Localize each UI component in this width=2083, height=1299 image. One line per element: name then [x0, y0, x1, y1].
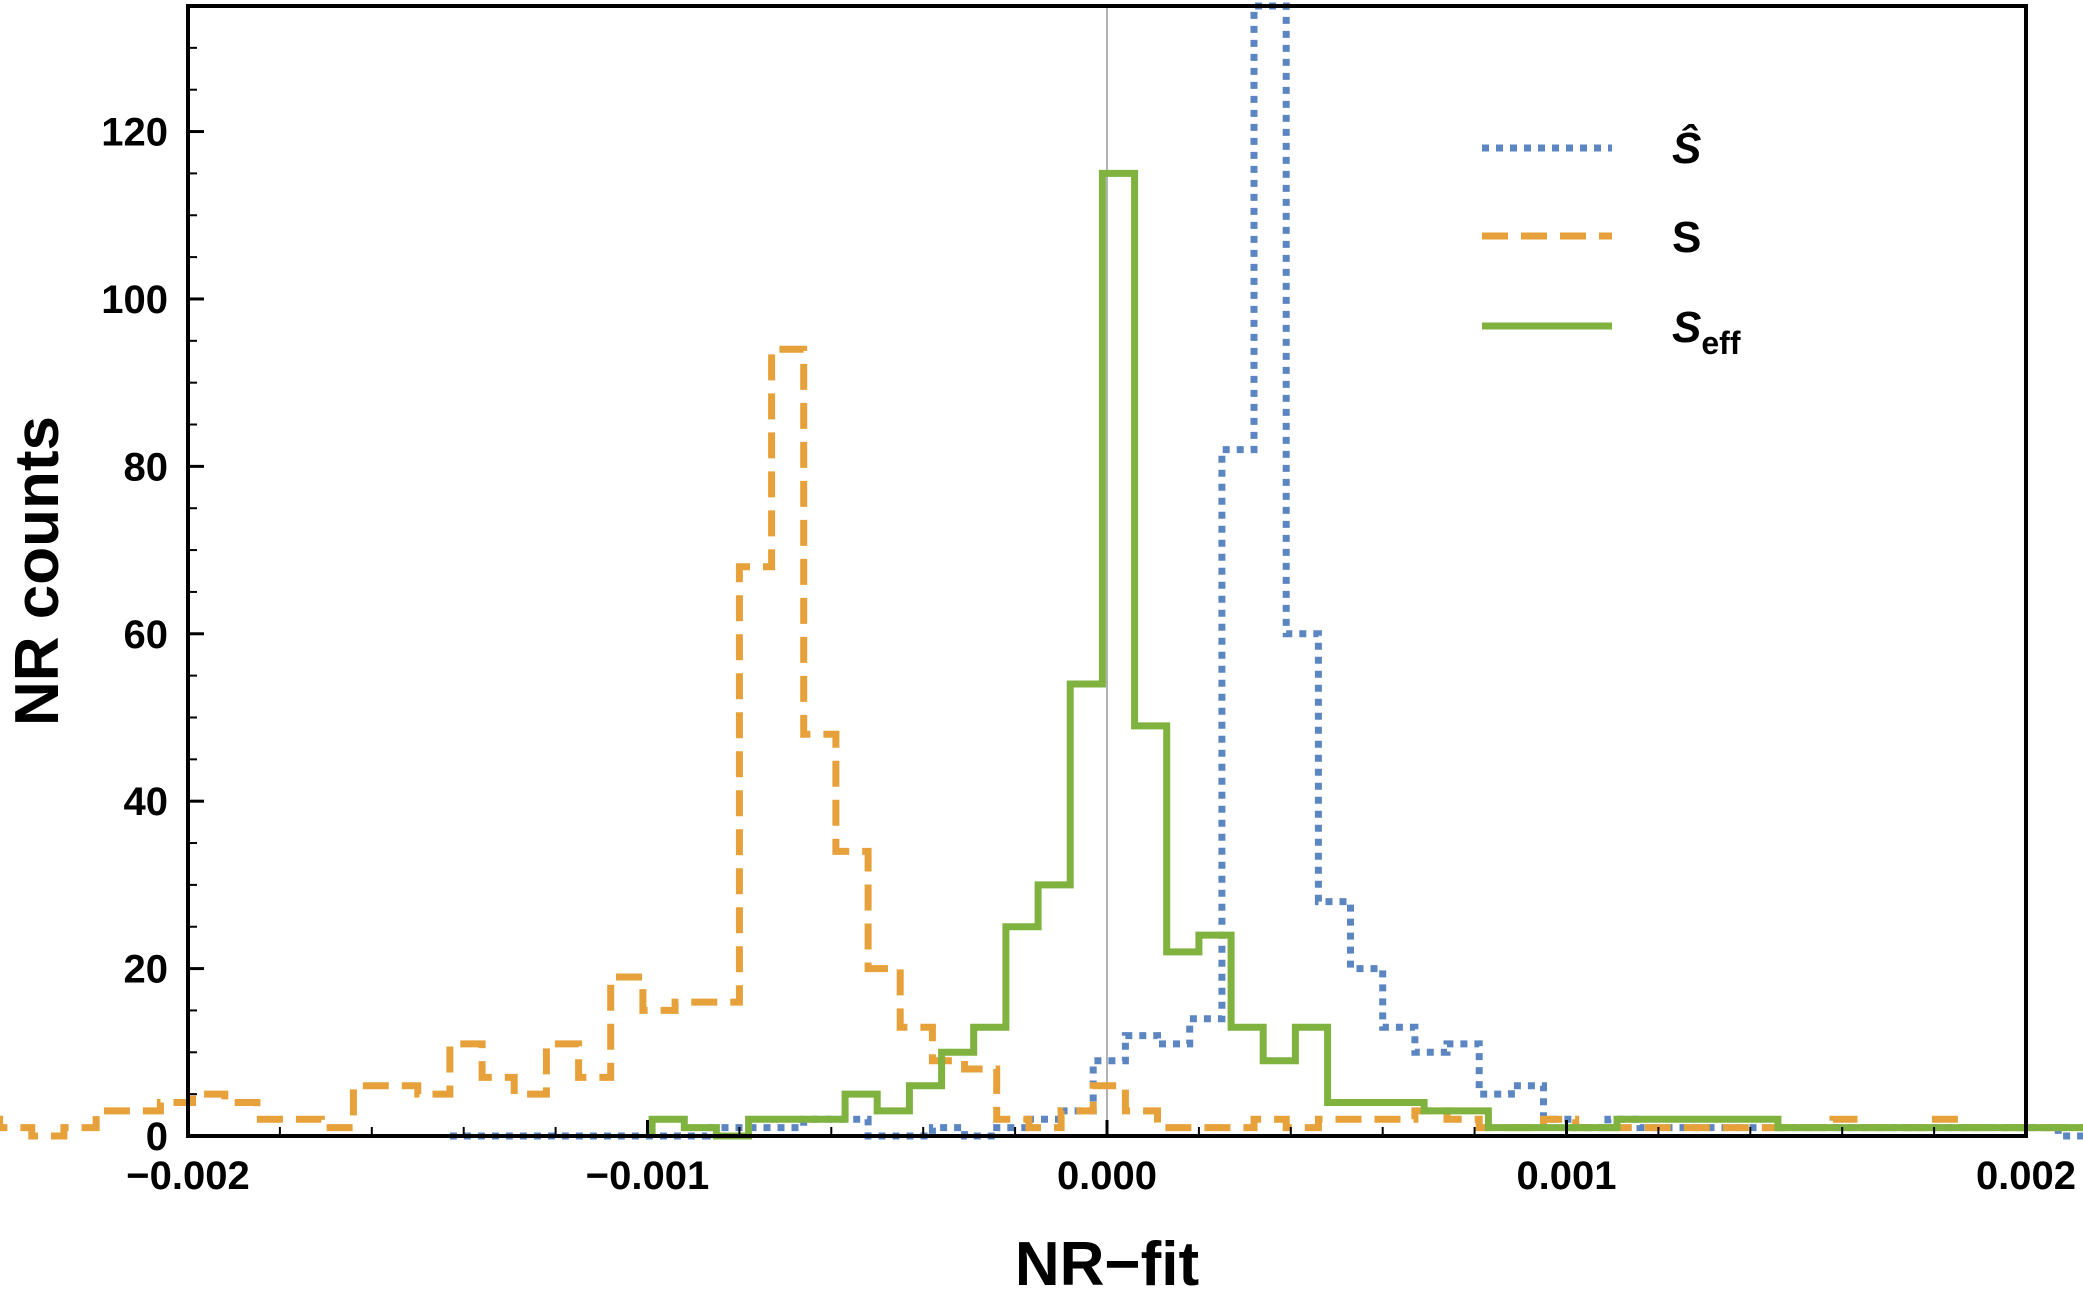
y-tick-label: 20 — [124, 948, 169, 992]
y-tick-label: 100 — [101, 278, 168, 322]
x-tick-label: 0.000 — [1057, 1154, 1157, 1198]
series-s-eff-line — [648, 169, 2083, 1140]
legend-label-s-hat: Ŝ — [1672, 122, 1701, 173]
legend: Ŝ S Seff — [1482, 122, 1741, 361]
x-tick-label: −0.002 — [126, 1154, 249, 1198]
y-tick-label: 0 — [146, 1115, 168, 1159]
x-axis-title: NR−fit — [1015, 1230, 1199, 1299]
y-axis-title: NR counts — [3, 416, 72, 726]
x-axis: −0.002 −0.001 0.000 0.001 0.002 — [126, 1120, 2076, 1198]
y-tick-label: 60 — [124, 613, 169, 657]
legend-entry-s-eff: Seff — [1482, 303, 1741, 361]
legend-label-s: S — [1672, 213, 1701, 262]
histogram-series — [0, 2, 2083, 1140]
legend-label-s-eff: Seff — [1672, 303, 1741, 361]
y-axis: 0 20 40 60 80 100 120 — [101, 5, 204, 1159]
y-tick-label: 40 — [124, 780, 169, 824]
legend-entry-s-hat: Ŝ — [1482, 122, 1701, 173]
y-tick-label: 80 — [124, 445, 169, 489]
y-tick-label: 120 — [101, 111, 168, 155]
x-tick-label: −0.001 — [586, 1154, 709, 1198]
series-s-line — [0, 345, 2083, 1140]
legend-entry-s: S — [1482, 213, 1701, 262]
x-tick-label: 0.002 — [1976, 1154, 2076, 1198]
x-tick-label: 0.001 — [1516, 1154, 1616, 1198]
